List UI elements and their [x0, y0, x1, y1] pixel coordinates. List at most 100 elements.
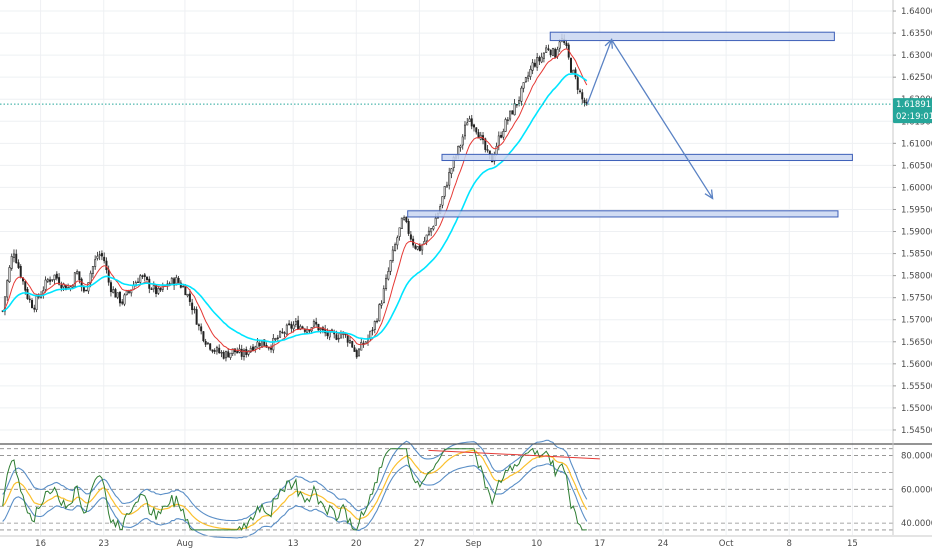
- candle-body: [373, 321, 376, 330]
- resistance-zone[interactable]: [549, 31, 835, 42]
- candle-body: [123, 294, 126, 305]
- projection-arrowhead-up[interactable]: [604, 38, 614, 49]
- candle-body: [170, 277, 173, 285]
- candle-body: [252, 346, 255, 351]
- candle-body: [448, 172, 451, 186]
- candle-body: [470, 118, 473, 127]
- candle-body: [400, 217, 403, 229]
- candle-body: [15, 253, 18, 264]
- time-tick-label: 27: [414, 539, 425, 549]
- candle-body: [78, 271, 81, 280]
- time-tick-label: Sep: [466, 539, 482, 549]
- candle-body: [450, 168, 453, 174]
- candle-body: [186, 294, 189, 297]
- candle-body: [416, 246, 419, 250]
- osc-main-line: [2, 447, 587, 532]
- candle-body: [500, 134, 503, 138]
- candle-body: [308, 330, 311, 332]
- candle-body: [403, 217, 406, 220]
- price-tick-label: 1.56000: [901, 360, 932, 370]
- candle-body: [378, 304, 381, 322]
- candle-body: [270, 347, 273, 350]
- candle-body: [554, 48, 557, 58]
- candle-body: [152, 284, 155, 290]
- current-price-label: 1.61891: [896, 100, 931, 110]
- candle-body: [396, 237, 399, 246]
- candle-body: [220, 352, 223, 354]
- candle-body: [179, 282, 182, 288]
- time-tick-label: 20: [351, 539, 362, 549]
- candle-body: [240, 348, 243, 357]
- candle-body: [127, 291, 130, 293]
- candle-body: [502, 131, 505, 138]
- candle-body: [558, 41, 561, 49]
- candle-body: [193, 308, 196, 311]
- candle-body: [249, 347, 252, 353]
- candle-body: [461, 136, 464, 146]
- candle-body: [202, 331, 205, 342]
- candle-body: [518, 100, 521, 105]
- candle-body: [312, 320, 315, 327]
- candle-body: [572, 69, 575, 74]
- candle-body: [475, 127, 478, 133]
- candle-body: [583, 99, 586, 103]
- price-tick-label: 1.64000: [901, 7, 932, 17]
- candle-body: [209, 343, 212, 350]
- candle-body: [195, 309, 198, 325]
- projection-arrowhead-down[interactable]: [704, 189, 714, 200]
- osc-signal-line: [2, 449, 588, 531]
- osc-upper-band: [2, 439, 588, 522]
- candle-body: [24, 281, 27, 291]
- projection-arrows[interactable]: [586, 38, 714, 200]
- candle-body: [283, 332, 286, 334]
- candle-body: [31, 300, 34, 309]
- candle-body: [292, 324, 295, 330]
- candle-body: [335, 334, 338, 340]
- support-zone-lower[interactable]: [407, 210, 839, 218]
- candle-body: [565, 42, 568, 46]
- candle-body: [531, 62, 534, 71]
- support-zone-upper[interactable]: [441, 153, 853, 162]
- candle-body: [540, 56, 543, 63]
- osc-lower-band: [2, 463, 588, 539]
- osc-tick-label: 80.0000: [901, 451, 932, 461]
- candle-body: [236, 350, 239, 354]
- price-tick-label: 1.59000: [901, 228, 932, 238]
- candle-body: [315, 321, 318, 325]
- candle-body: [10, 256, 13, 269]
- candle-body: [542, 52, 545, 59]
- candle-body: [409, 234, 412, 240]
- candle-body: [191, 302, 194, 311]
- candle-body: [369, 330, 372, 339]
- candle-body: [211, 349, 214, 352]
- candle-body: [387, 271, 390, 280]
- price-tick-label: 1.57000: [901, 316, 932, 326]
- candle-body: [254, 346, 257, 350]
- candle-body: [35, 295, 38, 310]
- candle-body: [272, 337, 275, 351]
- candle-body: [229, 352, 232, 358]
- zones[interactable]: [407, 31, 853, 218]
- candle-body: [423, 240, 426, 245]
- osc-tick-label: 60.0000: [901, 485, 932, 495]
- candle-body: [398, 227, 401, 237]
- candle-body: [281, 331, 284, 334]
- candle-body: [242, 349, 245, 358]
- candle-body: [382, 288, 385, 304]
- candle-body: [414, 245, 417, 249]
- candle-body: [441, 196, 444, 206]
- candle-body: [274, 338, 277, 340]
- candle-body: [109, 282, 112, 293]
- candle-body: [425, 234, 428, 242]
- candle-body: [581, 92, 584, 100]
- price-tick-label: 1.58000: [901, 272, 932, 282]
- candle-body: [509, 110, 512, 120]
- candle-body: [143, 274, 146, 278]
- candle-body: [360, 342, 363, 351]
- candle-body: [177, 278, 180, 284]
- candle-body: [405, 216, 408, 222]
- candle-body: [85, 289, 88, 292]
- candle-body: [339, 333, 342, 339]
- candle-body: [551, 48, 554, 56]
